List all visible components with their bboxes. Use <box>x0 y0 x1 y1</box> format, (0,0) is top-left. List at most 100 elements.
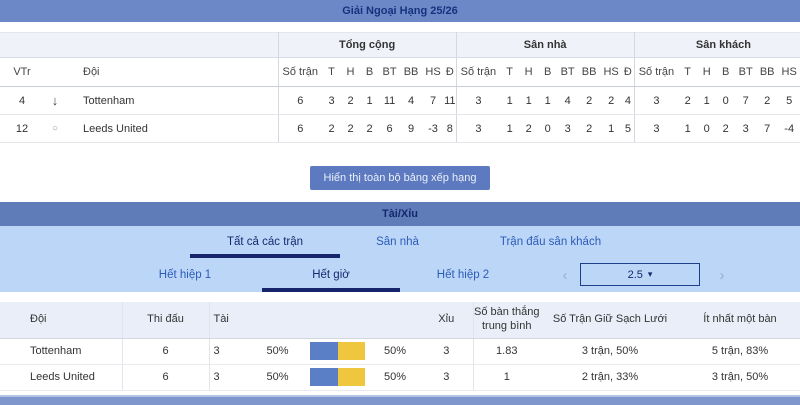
col-header: T <box>322 57 342 87</box>
stat-value: 4 <box>622 86 635 115</box>
trend-down-icon: ↓ <box>44 86 66 115</box>
tab-second-half[interactable]: Hết hiệp 2 <box>436 269 490 281</box>
ou-avg-goals-header: Số bàn thắng trung bình <box>473 302 540 339</box>
line-next-arrow-icon[interactable]: › <box>719 266 725 284</box>
ou-clean-sheets-header: Số Trận Giữ Sạch Lưới <box>540 302 680 339</box>
ou-under-pct: 50% <box>370 338 420 365</box>
group-header-total: Tổng cộng <box>278 32 457 58</box>
stat-value: 4 <box>557 86 579 115</box>
over-under-stats-table: Đội Thi đấu Tài Xỉu Số bàn thắng trung b… <box>0 302 800 391</box>
group-header-spacer <box>0 32 279 58</box>
ou-at-least-one-header: Ít nhất một bàn <box>680 302 800 339</box>
ou-team-name: Tottenham <box>0 338 123 365</box>
over-under-title: Tài/Xỉu <box>381 208 419 220</box>
stat-value: 2 <box>756 86 779 115</box>
spacer <box>0 292 800 302</box>
col-header: BB <box>756 57 779 87</box>
tab-home[interactable]: Sân nhà <box>376 236 419 248</box>
stat-value: 8 <box>444 114 457 143</box>
over-under-title-bar: Tài/Xỉu <box>0 202 800 226</box>
over-bar-segment <box>310 368 338 386</box>
ou-over-pct-header <box>250 302 305 339</box>
stat-value: -4 <box>778 114 800 143</box>
ou-row-leeds[interactable]: Leeds United 6 3 50% 50% 3 1 2 trận, 33%… <box>0 364 800 391</box>
stat-value: 7 <box>422 86 445 115</box>
ou-header-row: Đội Thi đấu Tài Xỉu Số bàn thắng trung b… <box>0 302 800 339</box>
league-title-bar: Giải Ngoại Hạng 25/26 <box>0 0 800 22</box>
ou-played-value: 6 <box>122 338 210 365</box>
ou-under-header: Xỉu <box>420 302 474 339</box>
stat-value: 3 <box>322 86 342 115</box>
stat-value: 1 <box>678 114 698 143</box>
ou-team-name: Leeds United <box>0 364 123 391</box>
col-header: B <box>360 57 380 87</box>
league-title: Giải Ngoại Hạng 25/26 <box>342 5 458 17</box>
stat-value: 7 <box>735 86 757 115</box>
rank-value: 12 <box>0 114 44 143</box>
rank-value: 4 <box>0 86 44 115</box>
ou-bar-header <box>305 302 370 339</box>
col-header: BB <box>578 57 601 87</box>
stat-value: 2 <box>341 114 361 143</box>
col-header: H <box>341 57 361 87</box>
tab-away-matches[interactable]: Trận đấu sân khách <box>499 236 602 248</box>
col-header: Đ <box>622 57 635 87</box>
standings-row-tottenham[interactable]: 4 ↓ Tottenham 6 3 2 1 11 4 7 11 3 1 1 1 … <box>0 86 800 115</box>
stat-value: 1 <box>519 86 539 115</box>
stat-value: 6 <box>379 114 401 143</box>
stat-value: 1 <box>697 86 717 115</box>
line-prev-arrow-icon[interactable]: ‹ <box>562 266 568 284</box>
col-header: B <box>716 57 736 87</box>
col-header: HS <box>422 57 445 87</box>
ou-over-pct: 50% <box>250 338 305 365</box>
show-all-standings-button[interactable]: Hiển thị toàn bộ bảng xếp hạng <box>309 166 491 190</box>
stat-value: 11 <box>379 86 401 115</box>
stat-value: 2 <box>578 114 601 143</box>
ou-row-tottenham[interactable]: Tottenham 6 3 50% 50% 3 1.83 3 trận, 50%… <box>0 338 800 365</box>
standings-row-leeds[interactable]: 12 ○ Leeds United 6 2 2 2 6 9 -3 8 3 1 2… <box>0 114 800 143</box>
stat-value: 2 <box>578 86 601 115</box>
stat-value: 3 <box>557 114 579 143</box>
line-selector-dropdown[interactable]: 2.5 ▾ <box>580 263 700 286</box>
ou-under-count: 3 <box>420 338 474 365</box>
ou-at-least-one-value: 5 trận, 83% <box>680 338 800 365</box>
group-header-home: Sân nhà <box>456 32 635 58</box>
stat-value: 6 <box>278 86 323 115</box>
col-header: BT <box>379 57 401 87</box>
stat-value: 0 <box>716 86 736 115</box>
team-name: Leeds United <box>66 114 279 143</box>
under-bar-segment <box>337 342 365 360</box>
col-header: BT <box>557 57 579 87</box>
col-header: T <box>678 57 698 87</box>
stat-value: 1 <box>538 86 558 115</box>
team-name: Tottenham <box>66 86 279 115</box>
col-header: BT <box>735 57 757 87</box>
ou-over-count: 3 <box>209 364 250 391</box>
stat-value: 5 <box>778 86 800 115</box>
stat-value: 7 <box>756 114 779 143</box>
col-header: H <box>519 57 539 87</box>
standings-column-header-row: VTr Đội Số trận T H B BT BB HS Đ Số trận… <box>0 57 800 87</box>
stat-value: 11 <box>444 86 457 115</box>
ou-over-header: Tài <box>209 302 250 339</box>
over-bar-segment <box>310 342 338 360</box>
tab-first-half[interactable]: Hết hiệp 1 <box>158 269 212 281</box>
col-header: HS <box>778 57 800 87</box>
trend-same-icon: ○ <box>44 114 66 143</box>
ou-clean-sheets-value: 2 trận, 33% <box>540 364 680 391</box>
chevron-down-icon: ▾ <box>647 269 653 279</box>
col-header: HS <box>600 57 623 87</box>
over-under-ratio-bar <box>310 342 365 360</box>
ou-clean-sheets-value: 3 trận, 50% <box>540 338 680 365</box>
ou-ratio-bar-cell <box>305 338 370 365</box>
standings-table: Tổng cộng Sân nhà Sân khách VTr Đội Số t… <box>0 32 800 143</box>
period-tabs: Hết hiệp 1 Hết giờ Hết hiệp 2 ‹ 2.5 ▾ › <box>0 258 800 292</box>
tab-full-time[interactable]: Hết giờ <box>262 258 400 292</box>
stat-value: 2 <box>341 86 361 115</box>
tab-all-matches[interactable]: Tất cả các trận <box>190 226 340 258</box>
ou-ratio-bar-cell <box>305 364 370 391</box>
col-header: H <box>697 57 717 87</box>
stat-value: 3 <box>456 114 501 143</box>
stat-value: 5 <box>622 114 635 143</box>
stat-value: 2 <box>322 114 342 143</box>
